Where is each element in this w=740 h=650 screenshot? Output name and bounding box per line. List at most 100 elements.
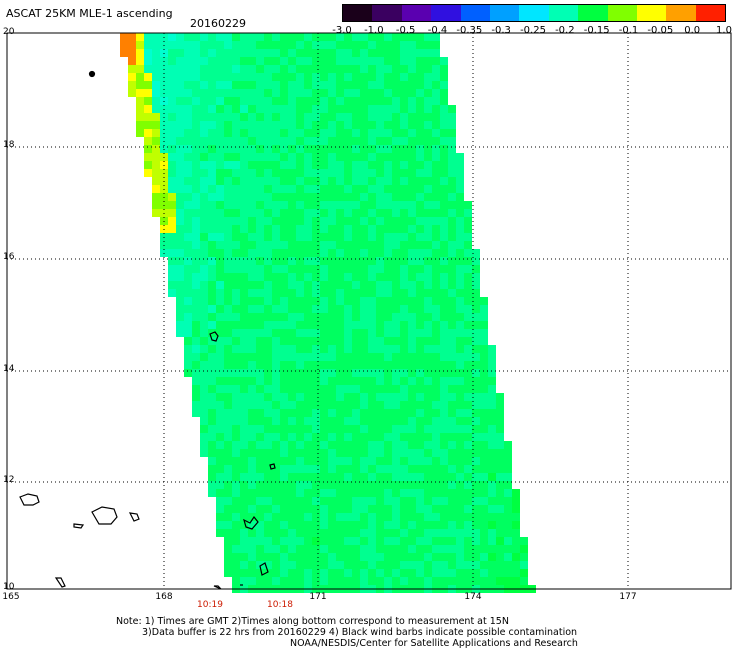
swath-cell	[488, 377, 496, 385]
swath-cell	[408, 345, 416, 353]
swath-cell	[456, 289, 464, 297]
lon-label-168: 168	[155, 592, 173, 602]
swath-cell	[384, 505, 392, 513]
swath-cell	[248, 185, 256, 193]
swath-cell	[176, 297, 184, 305]
swath-cell	[208, 169, 216, 177]
swath-cell	[224, 489, 232, 497]
swath-cell	[200, 193, 208, 201]
swath-cell	[208, 145, 216, 153]
swath-cell	[392, 353, 400, 361]
swath-cell	[336, 481, 344, 489]
swath-cell	[328, 89, 336, 97]
swath-cell	[240, 273, 248, 281]
swath-cell	[248, 265, 256, 273]
swath-cell	[464, 545, 472, 553]
swath-cell	[336, 561, 344, 569]
colorbar-swatch	[607, 5, 637, 21]
swath-cell	[416, 553, 424, 561]
swath-cell	[440, 513, 448, 521]
swath-cell	[264, 233, 272, 241]
swath-cell	[472, 441, 480, 449]
swath-cell	[240, 569, 248, 577]
note-line-2: 3)Data buffer is 22 hrs from 20160229 4)…	[142, 627, 578, 638]
swath-cell	[440, 409, 448, 417]
swath-cell	[504, 481, 512, 489]
swath-cell	[296, 201, 304, 209]
swath-cell	[408, 377, 416, 385]
swath-cell	[232, 177, 240, 185]
swath-cell	[312, 73, 320, 81]
swath-cell	[352, 185, 360, 193]
swath-cell	[152, 113, 160, 121]
swath-cell	[384, 41, 392, 49]
swath-cell	[304, 153, 312, 161]
swath-cell	[200, 33, 208, 41]
swath-cell	[384, 169, 392, 177]
swath-cell	[448, 289, 456, 297]
swath-cell	[424, 313, 432, 321]
swath-cell	[464, 329, 472, 337]
swath-cell	[344, 521, 352, 529]
swath-cell	[264, 281, 272, 289]
swath-cell	[248, 505, 256, 513]
swath-cell	[464, 273, 472, 281]
swath-cell	[416, 449, 424, 457]
swath-cell	[240, 401, 248, 409]
swath-cell	[384, 73, 392, 81]
swath-cell	[392, 73, 400, 81]
swath-cell	[440, 353, 448, 361]
swath-cell	[216, 185, 224, 193]
swath-cell	[344, 65, 352, 73]
swath-cell	[488, 353, 496, 361]
swath-cell	[288, 265, 296, 273]
swath-cell	[336, 281, 344, 289]
swath-cell	[424, 409, 432, 417]
swath-cell	[192, 329, 200, 337]
swath-cell	[488, 393, 496, 401]
swath-cell	[448, 281, 456, 289]
swath-cell	[264, 353, 272, 361]
swath-cell	[352, 505, 360, 513]
swath-cell	[216, 257, 224, 265]
swath-cell	[240, 41, 248, 49]
swath-cell	[168, 169, 176, 177]
swath-cell	[256, 281, 264, 289]
swath-cell	[352, 73, 360, 81]
swath-cell	[456, 505, 464, 513]
swath-cell	[328, 177, 336, 185]
swath-cell	[368, 273, 376, 281]
swath-cell	[376, 153, 384, 161]
swath-cell	[320, 481, 328, 489]
colorbar-labels: -3.0 -1.0 -0.5 -0.4 -0.35 -0.3 -0.25 -0.2 -0.15-…	[332, 25, 740, 39]
swath-cell	[232, 393, 240, 401]
swath-cell	[376, 225, 384, 233]
lat-label-12: 12	[3, 475, 15, 485]
swath-cell	[440, 377, 448, 385]
swath-cell	[384, 81, 392, 89]
swath-cell	[408, 169, 416, 177]
swath-cell	[264, 257, 272, 265]
swath-cell	[448, 233, 456, 241]
swath-cell	[368, 385, 376, 393]
swath-cell	[352, 401, 360, 409]
swath-cell	[264, 185, 272, 193]
swath-cell	[136, 65, 144, 73]
swath-cell	[456, 297, 464, 305]
swath-cell	[328, 577, 336, 585]
colorbar-swatch	[578, 5, 608, 21]
swath-cell	[192, 145, 200, 153]
swath-cell	[232, 361, 240, 369]
swath-cell	[280, 161, 288, 169]
swath-cell	[360, 369, 368, 377]
swath-cell	[384, 185, 392, 193]
swath-cell	[272, 369, 280, 377]
swath-cell	[408, 457, 416, 465]
swath-cell	[184, 345, 192, 353]
swath-cell	[328, 209, 336, 217]
swath-cell	[192, 409, 200, 417]
swath-cell	[288, 561, 296, 569]
swath-cell	[448, 417, 456, 425]
swath-cell	[240, 169, 248, 177]
swath-cell	[216, 249, 224, 257]
